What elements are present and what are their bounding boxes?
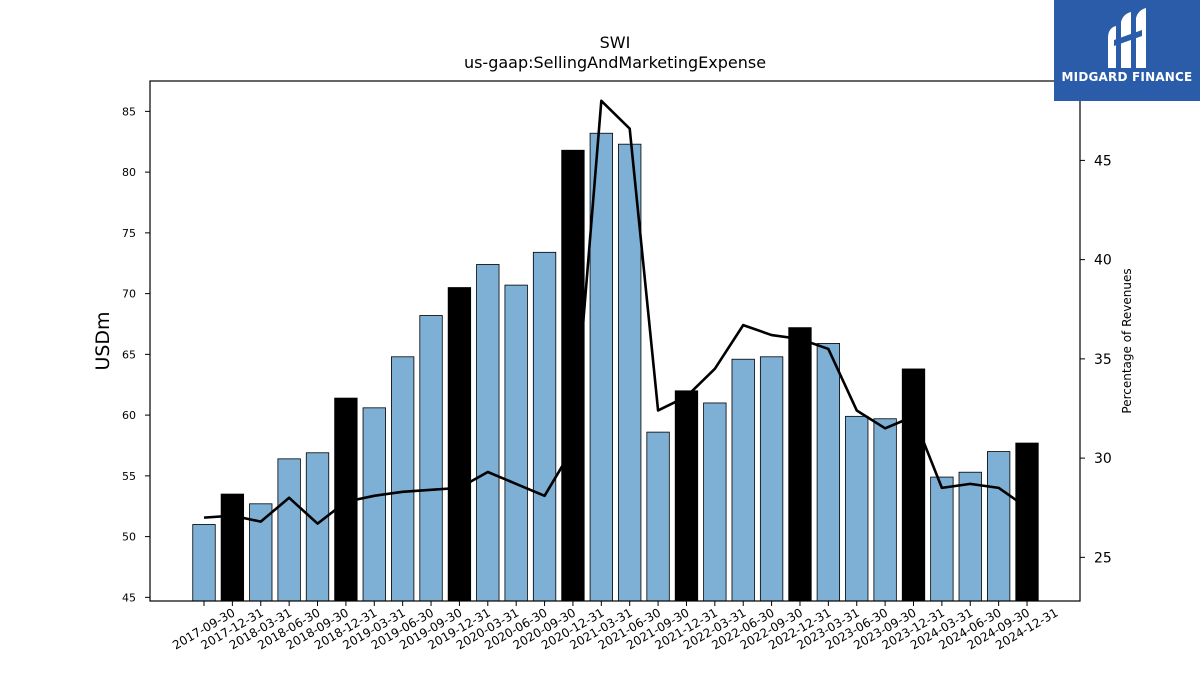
y-tick-label: 80 — [122, 166, 136, 179]
bar — [958, 471, 982, 602]
y2-tick-label: 40 — [1094, 253, 1112, 269]
bar — [305, 452, 330, 602]
y-tick-label: 50 — [122, 531, 136, 544]
y-tick-label: 60 — [122, 409, 136, 422]
bar — [873, 418, 897, 602]
brand-logo: MIDGARD FINANCE — [1054, 0, 1200, 101]
bars — [192, 132, 1039, 602]
bar — [731, 358, 755, 602]
bar — [788, 327, 812, 602]
bar — [249, 503, 273, 602]
midgard-logo-icon — [1108, 8, 1146, 68]
y-tick-label: 55 — [122, 470, 136, 483]
line-layer — [203, 99, 1028, 525]
bar — [930, 476, 954, 602]
bar — [277, 458, 301, 602]
bar — [532, 251, 557, 602]
bar — [703, 402, 727, 602]
bar — [759, 356, 784, 602]
series-line — [203, 99, 1028, 525]
plot-frame — [149, 80, 1081, 602]
y-tick-label: 85 — [122, 105, 136, 118]
bar — [391, 356, 415, 602]
bar — [504, 284, 528, 602]
bar — [986, 451, 1011, 602]
y-tick-label: 70 — [122, 288, 136, 301]
bar — [646, 431, 670, 602]
x-ticks: 2017-09-302017-12-312018-03-312018-06-30… — [170, 601, 1061, 652]
bar — [362, 407, 386, 602]
bar — [220, 493, 245, 602]
left-ticks: 45 50 55 60 65 70 75 80 85 — [122, 105, 150, 604]
bar — [561, 149, 585, 602]
y2-tick-label: 25 — [1094, 550, 1112, 566]
chart-subtitle: us-gaap:SellingAndMarketingExpense — [464, 53, 766, 72]
y2-tick-label: 30 — [1094, 451, 1112, 467]
y2-tick-label: 45 — [1094, 153, 1112, 169]
bar — [901, 368, 926, 602]
bar — [476, 264, 500, 602]
logo-text: MIDGARD FINANCE — [1061, 70, 1193, 84]
y2-axis-label: Percentage of Revenues — [1120, 268, 1134, 413]
bar — [447, 287, 472, 602]
chart-title: SWI — [600, 33, 631, 52]
bar — [816, 343, 841, 602]
y2-tick-label: 35 — [1094, 352, 1112, 368]
bar — [1015, 442, 1039, 602]
bar — [192, 524, 216, 602]
bar — [419, 315, 443, 602]
y-tick-label: 65 — [122, 348, 136, 361]
y-axis-label: USDm — [92, 311, 114, 370]
right-ticks: 25 30 35 40 45 — [1080, 153, 1112, 566]
y-tick-label: 75 — [122, 227, 136, 240]
y-tick-label: 45 — [122, 591, 136, 604]
bar — [845, 415, 869, 602]
bar — [674, 390, 699, 602]
